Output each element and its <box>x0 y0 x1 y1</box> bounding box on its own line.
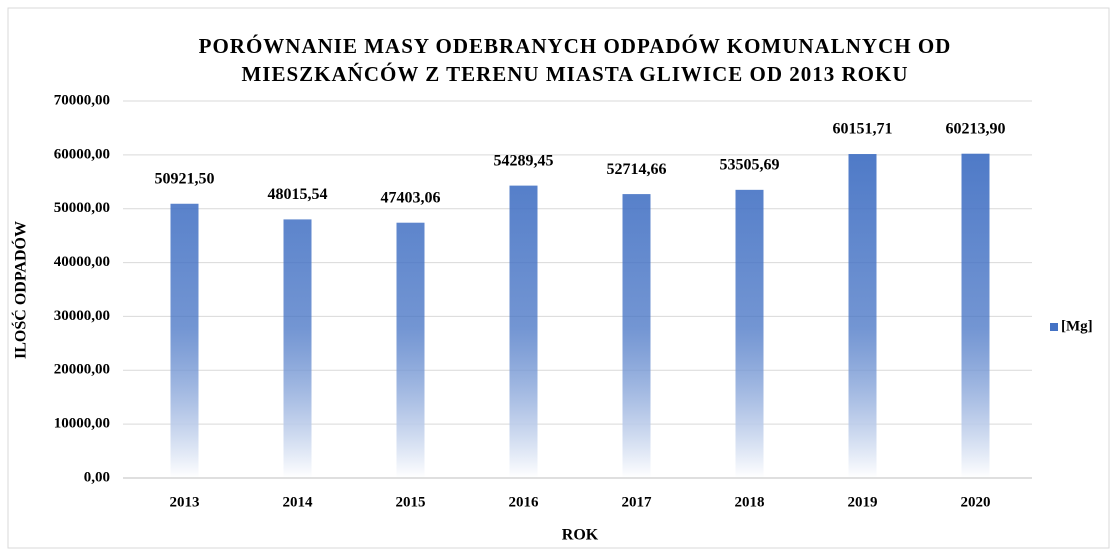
bar <box>170 203 199 478</box>
value-label: 54289,45 <box>494 152 554 169</box>
value-label: 60213,90 <box>946 120 1006 137</box>
value-label: 50921,50 <box>155 170 215 187</box>
y-tick-label: 0,00 <box>84 469 110 485</box>
bar <box>848 154 877 478</box>
x-tick-label: 2019 <box>848 494 878 510</box>
chart-title: MIESZKAŃCÓW Z TERENU MIASTA GLIWICE OD 2… <box>241 62 908 86</box>
bar <box>622 194 651 478</box>
value-label: 60151,71 <box>833 121 893 138</box>
x-tick-label: 2013 <box>170 494 200 510</box>
y-tick-label: 50000,00 <box>54 200 110 216</box>
y-tick-label: 30000,00 <box>54 308 110 324</box>
y-tick-label: 70000,00 <box>54 92 110 108</box>
value-label: 53505,69 <box>720 157 780 174</box>
x-tick-label: 2016 <box>509 494 540 510</box>
y-axis-title: ILOŚĆ ODPADÓW <box>11 221 30 359</box>
x-tick-label: 2017 <box>622 494 653 510</box>
bar <box>735 189 764 479</box>
y-tick-label: 10000,00 <box>54 416 110 432</box>
x-tick-label: 2015 <box>396 494 426 510</box>
x-axis-title: ROK <box>562 527 599 544</box>
x-tick-label: 2014 <box>283 494 314 510</box>
legend-swatch <box>1050 323 1058 331</box>
x-tick-label: 2018 <box>735 494 765 510</box>
value-label: 47403,06 <box>381 189 441 206</box>
bar <box>509 185 538 478</box>
legend-label: [Mg] <box>1061 318 1093 334</box>
chart-title: PORÓWNANIE MASY ODEBRANYCH ODPADÓW KOMUN… <box>199 34 952 58</box>
y-tick-label: 40000,00 <box>54 254 110 270</box>
x-tick-label: 2020 <box>961 494 991 510</box>
bar <box>396 222 425 478</box>
bar <box>961 153 990 478</box>
y-tick-label: 20000,00 <box>54 362 110 378</box>
y-tick-label: 60000,00 <box>54 146 110 162</box>
value-label: 48015,54 <box>268 186 328 203</box>
bar <box>283 219 312 478</box>
value-label: 52714,66 <box>607 161 667 178</box>
